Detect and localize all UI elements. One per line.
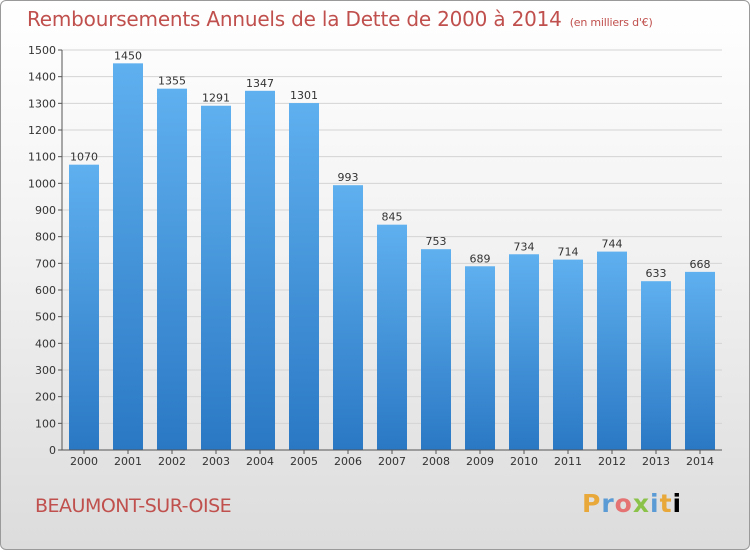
chart-title-text: Remboursements Annuels de la Dette de 20… [27,7,562,31]
proxiti-logo: Proxiti [582,489,682,518]
bar [113,63,143,450]
y-tick-label: 1400 [28,71,56,84]
data-label: 1347 [246,77,274,90]
x-tick-label: 2011 [554,455,582,468]
data-label: 1301 [290,89,318,102]
logo-letter: P [582,489,602,518]
y-tick-label: 700 [35,257,56,270]
x-tick-label: 2008 [422,455,450,468]
bar [509,254,539,450]
y-tick-label: 500 [35,311,56,324]
y-tick-label: 0 [49,444,56,457]
logo-letter: x [632,489,650,518]
x-tick-label: 2001 [114,455,142,468]
bar [69,164,99,450]
data-label: 744 [602,238,623,251]
bar [333,185,363,450]
x-tick-label: 2006 [334,455,362,468]
y-tick-label: 900 [35,204,56,217]
data-label: 845 [382,211,403,224]
bar [641,281,671,450]
bar [377,224,407,450]
x-tick-label: 2005 [290,455,318,468]
labels: 0 100 200 300 400 500 600 700 800 900 1000 1100 1200… [28,44,714,468]
data-label: 633 [646,267,667,280]
y-tick-label: 1500 [28,44,56,57]
y-tick-label: 300 [35,364,56,377]
y-tick-label: 100 [35,417,56,430]
chart-subtitle: (en milliers d'€) [569,16,653,29]
x-tick-label: 2002 [158,455,186,468]
x-tick-label: 2000 [70,455,98,468]
logo-letter: i [650,489,660,518]
x-tick-label: 2007 [378,455,406,468]
y-tick-label: 1200 [28,124,56,137]
bar [597,251,627,450]
data-label: 1450 [114,49,142,62]
bar [553,259,583,450]
x-tick-label: 2013 [642,455,670,468]
data-label: 1291 [202,92,230,105]
y-tick-label: 1100 [28,151,56,164]
x-tick-label: 2004 [246,455,274,468]
y-tick-label: 200 [35,391,56,404]
bar [245,90,275,451]
data-label: 689 [470,252,491,265]
y-tick-label: 600 [35,284,56,297]
x-tick-label: 2010 [510,455,538,468]
data-label: 734 [514,240,535,253]
data-label: 753 [426,235,447,248]
bar [289,103,319,451]
data-label: 1355 [158,75,186,88]
bar [465,266,495,450]
x-tick-label: 2003 [202,455,230,468]
bar [421,249,451,450]
data-label: 993 [338,171,359,184]
bars [69,63,715,451]
y-tick-label: 1300 [28,97,56,110]
logo-letter: r [601,489,615,518]
y-tick-label: 1000 [28,177,56,190]
data-label: 1070 [70,151,98,164]
x-tick-label: 2009 [466,455,494,468]
city-name: BEAUMONT-SUR-OISE [35,495,232,517]
axes [58,49,722,454]
chart-title: Remboursements Annuels de la Dette de 20… [27,7,653,31]
bar [157,88,187,451]
y-tick-label: 800 [35,231,56,244]
y-tick-label: 400 [35,337,56,350]
logo-letter: o [614,489,633,518]
bar [685,271,715,450]
x-tick-label: 2014 [686,455,714,468]
data-label: 714 [558,246,579,259]
x-tick-label: 2012 [598,455,626,468]
bar [201,105,231,450]
logo-letter: t [659,489,673,518]
data-label: 668 [690,258,711,271]
logo-letter: i [672,489,683,518]
